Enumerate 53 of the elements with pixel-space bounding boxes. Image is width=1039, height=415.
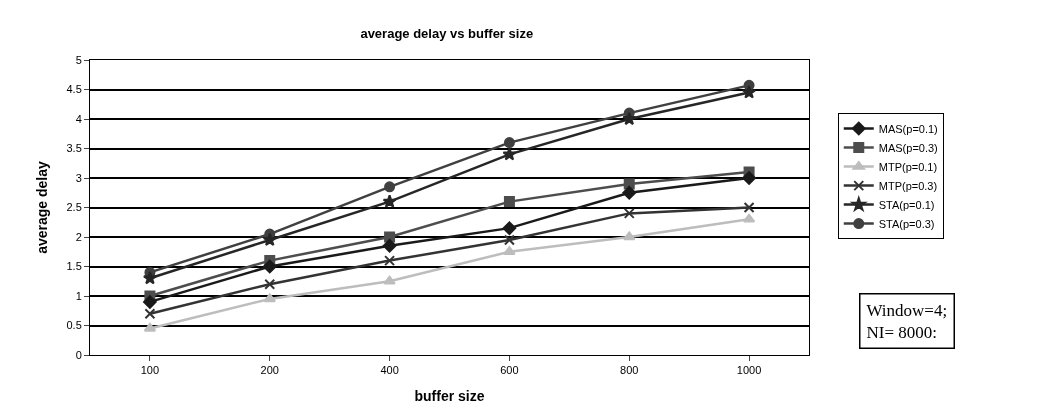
point [142,271,157,285]
point [503,196,515,208]
point [262,232,277,247]
point [263,293,276,303]
x-tick-label: 100 [140,364,160,377]
point [742,213,756,223]
point [623,178,635,190]
point [383,275,396,285]
y-tick-label: 1 [75,289,82,302]
y-tick-label: 5 [75,53,82,66]
y-tick-label: 1.5 [66,260,82,273]
point [622,111,637,126]
x-tick-label: 1000 [736,364,762,377]
point [262,259,277,274]
x-tick-label: 800 [620,364,639,377]
y-tick-label: 3.5 [66,142,82,155]
point [503,234,515,246]
point [623,207,635,219]
x-tick-label: 600 [500,364,519,377]
y-tick-label: 4 [75,112,82,125]
y-axis-title: average delay [34,160,51,254]
point [502,221,517,235]
y-tick-label: 3 [75,171,82,184]
y-tick-label: 2.5 [66,201,82,214]
point [143,295,157,309]
legend-label: MAS(p=0.1) [878,122,938,135]
point [503,137,515,149]
point [622,185,637,200]
point [143,322,157,332]
point [264,278,276,290]
legend-label: MTP(p=0.1) [878,160,938,173]
point [382,194,397,208]
y-tick-label: 4.5 [66,83,82,96]
legend-label: STA(p=0.3) [878,217,935,230]
x-axis-title: buffer size [414,387,485,404]
legend-label: MAS(p=0.3) [878,141,938,154]
point [384,255,396,267]
y-tick-label: 0.5 [66,319,82,332]
point [144,308,156,320]
text: Window=4; NI= 8000: [866,300,948,342]
x-tick-label: 400 [380,364,399,377]
point [382,239,397,253]
x-tick-label: 200 [260,364,279,377]
y-tick-label: 2 [75,230,82,243]
point [742,171,756,185]
chart-title: average delay vs buffer size [360,26,534,42]
point [743,202,755,213]
point [384,181,396,193]
y-tick-label: 0 [75,348,82,361]
point [502,147,517,161]
legend-label: MTP(p=0.3) [878,179,938,192]
legend-label: STA(p=0.1) [878,198,935,211]
point [623,231,636,241]
